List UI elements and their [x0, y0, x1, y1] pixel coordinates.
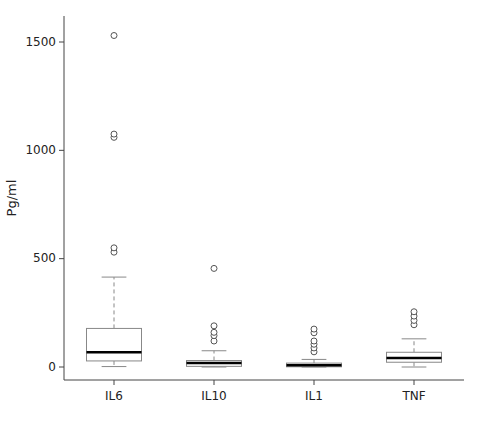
- outlier: [411, 309, 417, 315]
- x-tick: [214, 380, 215, 385]
- box: [387, 352, 442, 362]
- y-axis-label: Pg/ml: [4, 180, 19, 217]
- y-tick-label: 500: [33, 251, 56, 265]
- boxes: [87, 33, 442, 368]
- y-tick: [59, 150, 64, 151]
- outlier: [311, 326, 317, 332]
- outlier: [111, 131, 117, 137]
- whisker-high: [314, 359, 315, 363]
- median: [187, 362, 242, 365]
- x-axis-line: [64, 380, 464, 381]
- y-tick-label: 1500: [25, 35, 56, 49]
- whisker-low: [114, 361, 115, 367]
- x-tick-label: IL1: [305, 389, 323, 403]
- median: [87, 351, 142, 354]
- whisker-low: [414, 362, 415, 367]
- median: [387, 357, 442, 360]
- whisker-high: [114, 277, 115, 328]
- whisker-high: [414, 339, 415, 352]
- cap-high: [202, 350, 227, 351]
- y-tick-label: 1000: [25, 143, 56, 157]
- median: [287, 364, 342, 367]
- chart: 0 500 1000 1500 IL6 IL10 IL1 TNF Pg/ml: [0, 0, 480, 424]
- box: [87, 328, 142, 361]
- cap-low: [102, 366, 127, 367]
- outlier: [211, 265, 217, 271]
- x-tick: [314, 380, 315, 385]
- y-axis-line: [64, 16, 65, 380]
- cap-high: [302, 359, 327, 360]
- box: [187, 361, 242, 367]
- x-tick: [414, 380, 415, 385]
- x-tick-label: TNF: [401, 389, 425, 403]
- outlier: [111, 245, 117, 251]
- box: [287, 363, 342, 367]
- cap-low: [402, 367, 427, 368]
- cap-high: [102, 277, 127, 278]
- y-tick: [59, 42, 64, 43]
- outlier: [211, 329, 217, 335]
- x-tick: [114, 380, 115, 385]
- outlier: [211, 323, 217, 329]
- y-tick: [59, 258, 64, 259]
- y-tick-label: 0: [48, 360, 56, 374]
- y-tick: [59, 367, 64, 368]
- x-tick-label: IL6: [105, 389, 123, 403]
- outlier: [111, 33, 117, 39]
- x-tick-label: IL10: [201, 389, 227, 403]
- cap-high: [402, 338, 427, 339]
- outlier: [311, 338, 317, 344]
- whisker-high: [214, 351, 215, 361]
